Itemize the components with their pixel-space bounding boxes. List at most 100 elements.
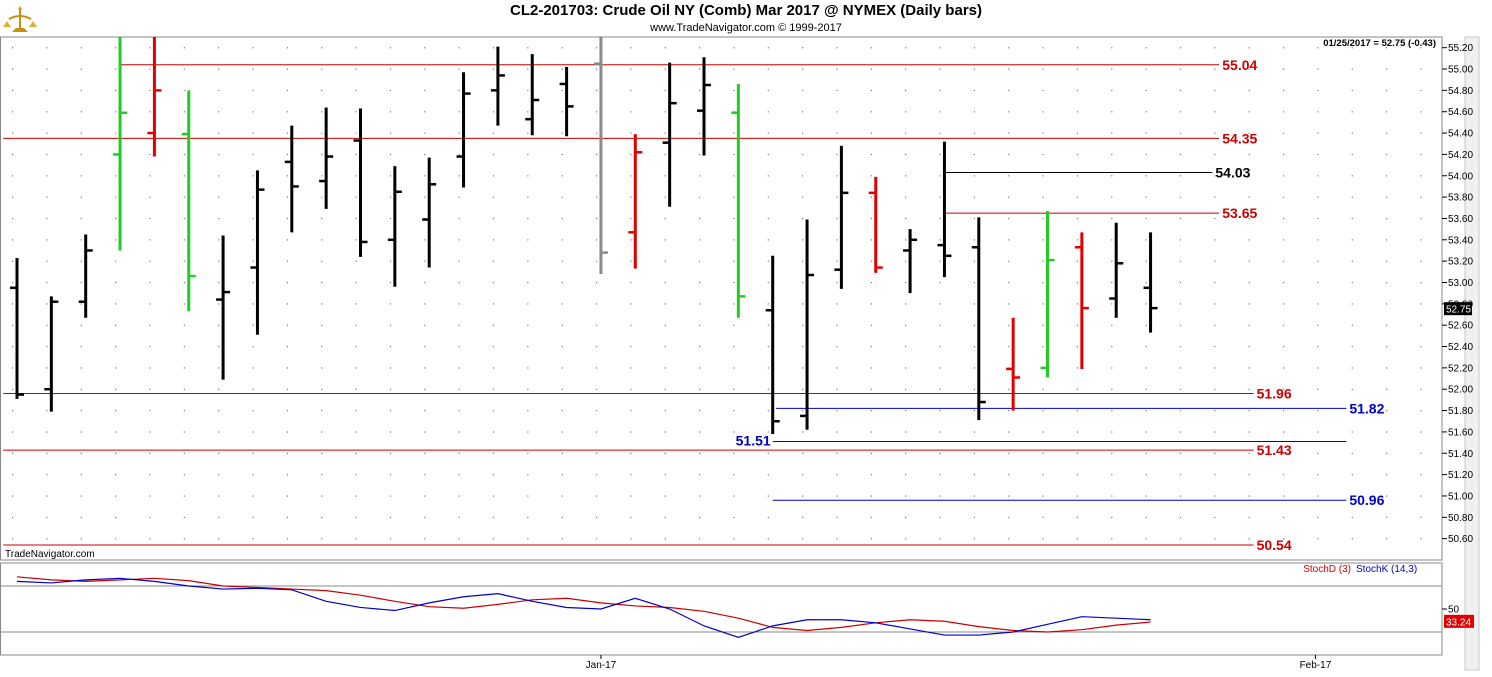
grid-dot <box>1386 217 1388 220</box>
grid-dot <box>1351 538 1353 540</box>
ohlc-bar <box>10 257 24 399</box>
grid-dot <box>218 111 220 113</box>
grid-dot <box>1386 132 1388 134</box>
grid-dot <box>424 260 426 262</box>
stochastic-panel-frame <box>0 562 1443 656</box>
grid-dot <box>492 538 495 540</box>
grid-dot <box>252 89 254 92</box>
grid-dot <box>183 196 185 198</box>
grid-dot <box>1076 303 1079 305</box>
grid-dot <box>973 324 975 326</box>
grid-dot <box>802 431 804 433</box>
ohlc-bar <box>731 83 746 318</box>
grid-dot <box>115 324 117 326</box>
grid-dot <box>905 132 907 134</box>
grid-dot <box>767 111 769 113</box>
grid-dot <box>836 132 838 134</box>
ohlc-bar <box>834 145 849 289</box>
vertical-scrollbar[interactable] <box>1464 36 1480 671</box>
grid-dot <box>630 281 632 284</box>
grid-dot <box>905 217 907 220</box>
grid-dot <box>767 175 769 177</box>
grid-dot <box>1420 239 1422 241</box>
grid-dot <box>492 196 495 198</box>
grid-dot <box>80 346 82 348</box>
grid-dot <box>1008 47 1010 49</box>
ohlc-bar <box>1143 232 1158 333</box>
grid-dot <box>905 367 907 369</box>
grid-dot <box>1145 132 1147 134</box>
grid-dot <box>1042 346 1044 348</box>
grid-dot <box>630 474 632 476</box>
grid-dot <box>115 281 117 284</box>
grid-dot <box>389 452 392 454</box>
grid-dot <box>699 303 701 305</box>
grid-dot <box>183 346 185 348</box>
grid-dot <box>1248 281 1250 284</box>
grid-dot <box>321 516 323 519</box>
grid-dot <box>527 47 529 49</box>
grid-dot <box>389 367 392 369</box>
grid-dot <box>149 452 151 454</box>
grid-dot <box>183 175 185 177</box>
grid-dot <box>767 538 769 540</box>
grid-dot <box>1179 538 1182 540</box>
grid-dot <box>389 281 392 284</box>
grid-dot <box>286 410 288 412</box>
grid-dot <box>355 431 357 433</box>
grid-dot <box>149 47 151 49</box>
grid-dot <box>115 452 117 454</box>
grid-dot <box>286 474 288 476</box>
grid-dot <box>1145 260 1147 262</box>
grid-dot <box>1248 175 1250 177</box>
grid-dot <box>1420 217 1422 220</box>
grid-dot <box>595 324 598 326</box>
grid-dot <box>149 175 151 177</box>
grid-dot <box>458 474 460 476</box>
grid-dot <box>630 303 632 305</box>
grid-dot <box>836 260 838 262</box>
grid-dot <box>115 516 117 519</box>
grid-dot <box>1042 239 1044 241</box>
grid-dot <box>733 474 735 476</box>
grid-dot <box>458 260 460 262</box>
trade-navigator-logo-icon[interactable] <box>3 3 37 35</box>
grid-dot <box>527 260 529 262</box>
grid-dot <box>870 431 872 433</box>
grid-dot <box>424 538 426 540</box>
grid-dot <box>1145 196 1147 198</box>
grid-dot <box>80 388 82 390</box>
grid-dot <box>664 431 666 433</box>
ohlc-bar <box>559 66 574 137</box>
grid-dot <box>836 538 838 540</box>
grid-dot <box>802 217 804 220</box>
grid-dot <box>321 346 323 348</box>
grid-dot <box>1248 346 1250 348</box>
grid-dot <box>1386 516 1388 519</box>
grid-dot <box>939 89 941 92</box>
grid-dot <box>149 474 151 476</box>
grid-dot <box>527 68 529 70</box>
grid-dot <box>1111 239 1113 241</box>
grid-dot <box>802 89 804 92</box>
grid-dot <box>870 132 872 134</box>
grid-dot <box>218 89 220 92</box>
grid-dot <box>561 367 563 369</box>
grid-dot <box>1248 452 1250 454</box>
y-axis-tick-label: 50.60 <box>1448 534 1473 545</box>
grid-dot <box>1248 303 1250 305</box>
grid-dot <box>115 217 117 220</box>
grid-dot <box>905 47 907 49</box>
grid-dot <box>733 281 735 284</box>
grid-dot <box>458 196 460 198</box>
grid-dot <box>355 132 357 134</box>
grid-dot <box>1214 303 1216 305</box>
grid-dot <box>527 132 529 134</box>
grid-dot <box>870 153 872 156</box>
grid-dot <box>664 111 666 113</box>
grid-dot <box>699 260 701 262</box>
grid-dot <box>1248 217 1250 220</box>
grid-dot <box>1282 495 1285 497</box>
grid-dot <box>699 47 701 49</box>
